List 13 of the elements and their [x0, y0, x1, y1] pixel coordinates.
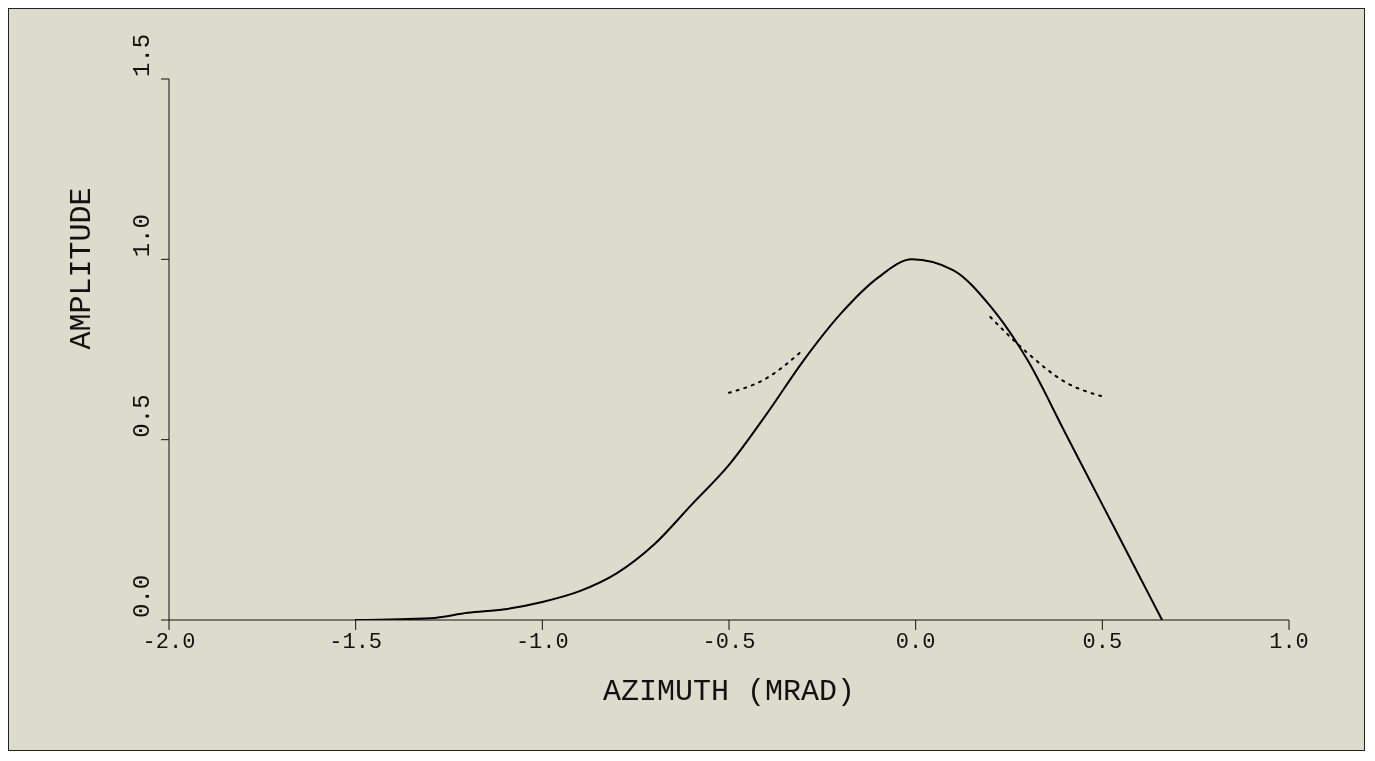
- x-tick-label: -1.0: [515, 629, 569, 655]
- x-tick-label: -1.5: [329, 629, 383, 655]
- x-tick-label: 0.0: [895, 629, 936, 655]
- x-tick-label: 1.0: [1269, 629, 1309, 655]
- x-tick-label: -0.5: [702, 629, 756, 655]
- x-tick-label: -2.0: [142, 629, 196, 655]
- y-tick-label: 1.0: [129, 214, 156, 258]
- y-tick-label: 0.5: [129, 394, 156, 438]
- y-tick-label: 1.5: [129, 33, 156, 77]
- y-tick-label: 0.0: [129, 574, 156, 618]
- x-tick-label: 0.5: [1082, 629, 1123, 655]
- y-axis-title: AMPLITUDE: [64, 187, 99, 350]
- x-axis-title: AZIMUTH (MRAD): [602, 675, 856, 709]
